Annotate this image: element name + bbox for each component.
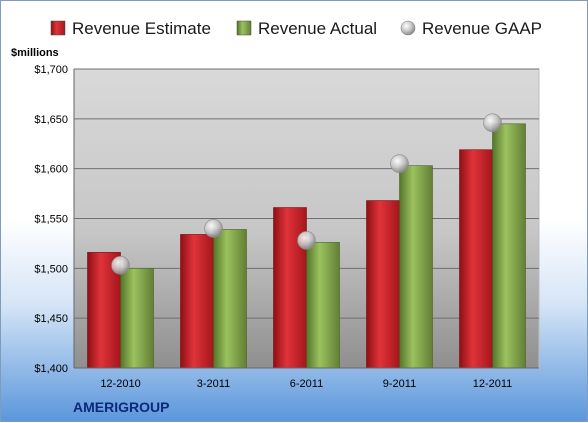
x-tick-label: 12-2010 [100,378,140,390]
marker-revenue-gaap [204,219,223,238]
legend-swatch-revenue-actual [236,20,252,36]
x-tick-label: 12-2011 [473,378,513,390]
bar-revenue-estimate [180,234,214,369]
y-tick-label: $1,600 [34,164,68,176]
x-tick-label: 6-2011 [290,378,323,390]
legend-swatch-revenue-estimate [50,20,66,36]
bar-revenue-estimate [459,149,493,369]
y-tick-label: $1,450 [34,313,68,325]
legend-label: Revenue Estimate [72,19,211,38]
marker-revenue-gaap [111,256,130,275]
y-tick-label: $1,500 [34,263,68,275]
bar-revenue-actual [492,123,526,369]
y-tick-label: $1,650 [34,114,68,126]
y-tick-label: $1,700 [34,64,68,76]
marker-revenue-gaap [297,231,316,250]
bar-revenue-actual [306,242,340,369]
bar-revenue-actual [213,229,247,369]
y-tick-label: $1,550 [34,214,68,226]
bar-revenue-estimate [273,207,307,369]
legend-swatch-revenue-gaap [400,20,416,36]
marker-revenue-gaap [483,113,502,133]
bar-revenue-actual [399,165,433,369]
legend-label: Revenue Actual [258,19,377,38]
legend-label: Revenue GAAP [422,19,542,38]
bar-revenue-estimate [366,200,400,369]
x-tick-label: 9-2011 [383,378,416,390]
y-tick-label: $1,400 [34,363,68,375]
company-name: AMERIGROUP [73,399,169,415]
x-tick-label: 3-2011 [197,378,230,390]
marker-revenue-gaap [390,154,409,173]
y-axis-label: $millions [11,47,59,59]
bar-revenue-actual [120,268,154,369]
